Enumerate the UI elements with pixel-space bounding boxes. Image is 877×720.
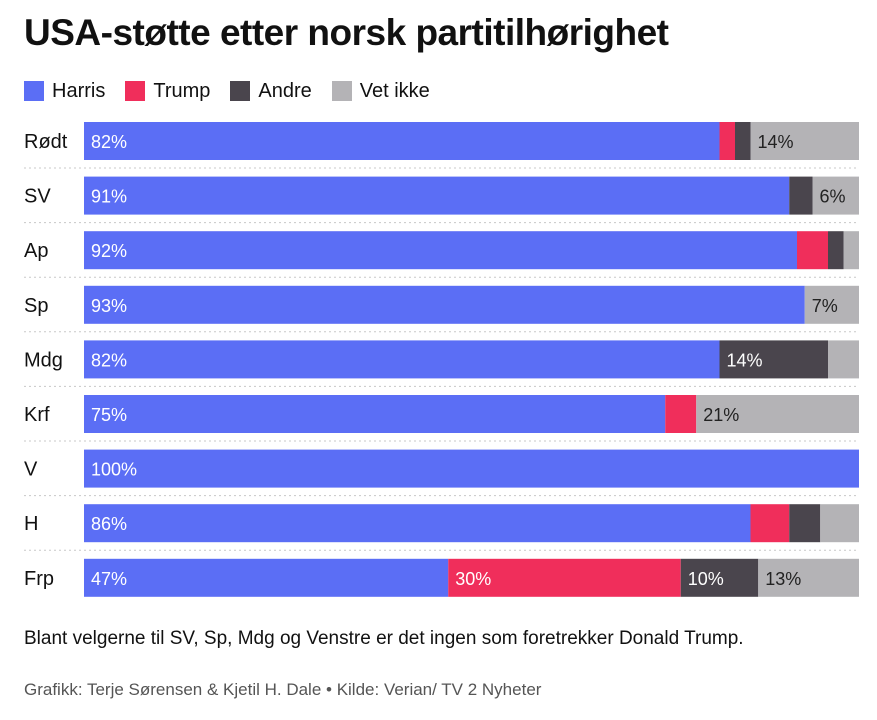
bar-rodt-vet-ikke: [750, 122, 859, 160]
bar-mdg-harris: [84, 340, 720, 379]
data-label-h-harris: 86%: [91, 514, 127, 534]
legend-label-harris: Harris: [52, 79, 106, 102]
category-label-sv: SV: [24, 186, 51, 208]
bar-rodt-trump: [719, 122, 735, 160]
bar-h-vet-ikke: [820, 504, 859, 543]
bar-sv-andre: [789, 176, 813, 215]
legend-item-trump: Trump: [125, 80, 210, 103]
data-label-frp-harris: 47%: [91, 569, 127, 589]
legend-item-vet-ikke: Vet ikke: [331, 79, 430, 103]
bar-h-harris: [84, 504, 751, 543]
bar-mdg-andre: [719, 340, 828, 379]
data-label-v-harris: 100%: [91, 460, 137, 480]
data-label-frp-andre: 10%: [688, 569, 724, 589]
data-label-frp-vet-ikke: 13%: [765, 569, 801, 589]
data-label-mdg-andre: 14%: [727, 350, 763, 370]
data-label-sp-vet-ikke: 7%: [812, 296, 838, 316]
data-label-frp-trump: 30%: [455, 569, 491, 589]
data-label-sv-vet-ikke: 6%: [820, 187, 846, 207]
bar-v-harris: [84, 449, 859, 488]
data-label-rodt-vet-ikke: 14%: [758, 132, 794, 152]
category-label-rodt: Rødt: [24, 131, 68, 153]
bar-rodt-andre: [735, 122, 751, 160]
bar-frp-trump: [448, 558, 681, 597]
bar-ap-trump: [797, 231, 828, 270]
bar-ap-vet-ikke: [843, 231, 859, 270]
bar-krf-trump: [665, 395, 697, 433]
category-label-frp: Frp: [24, 568, 54, 590]
bar-sv-harris: [84, 176, 790, 215]
category-label-h: H: [24, 513, 38, 535]
bar-sv-vet-ikke: [812, 176, 859, 215]
data-label-rodt-harris: 82%: [91, 132, 127, 152]
bar-krf-vet-ikke: [696, 395, 859, 433]
bar-frp-harris: [84, 558, 449, 597]
legend-label-vet-ikke: Vet ikke: [359, 79, 430, 102]
legend-item-harris: Harris: [24, 80, 105, 103]
bar-h-andre: [789, 504, 821, 543]
legend-label-trump: Trump: [153, 79, 211, 102]
category-label-mdg: Mdg: [24, 349, 63, 371]
bar-h-trump: [750, 504, 790, 543]
legend-swatch-trump: [125, 81, 146, 101]
data-label-mdg-harris: 82%: [91, 350, 127, 370]
legend-item-andre: Andre: [230, 79, 312, 103]
chart-note: Blant velgerne til SV, Sp, Mdg og Venstr…: [24, 628, 744, 649]
category-label-krf: Krf: [24, 404, 50, 426]
legend-label-andre: Andre: [258, 79, 312, 102]
legend: Harris Trump Andre Vet ikke: [24, 78, 450, 104]
data-label-sp-harris: 93%: [91, 296, 127, 316]
legend-swatch-harris: [24, 81, 44, 101]
bar-sp-vet-ikke: [804, 285, 859, 324]
bar-rodt-harris: [84, 122, 720, 160]
bar-ap-harris: [84, 231, 797, 270]
bar-frp-andre: [680, 558, 759, 597]
legend-swatch-andre: [230, 81, 251, 101]
bar-krf-harris: [84, 395, 666, 433]
chart-title: USA-støtte etter norsk partitilhørighet: [24, 12, 669, 53]
data-label-krf-harris: 75%: [91, 405, 127, 425]
category-label-ap: Ap: [24, 240, 48, 262]
data-label-ap-harris: 92%: [91, 241, 127, 261]
bar-ap-andre: [828, 231, 844, 270]
bar-mdg-vet-ikke: [828, 340, 859, 379]
category-label-v: V: [24, 459, 38, 481]
data-label-sv-harris: 91%: [91, 187, 127, 207]
chart-source: Grafikk: Terje Sørensen & Kjetil H. Dale…: [24, 680, 542, 699]
bar-frp-vet-ikke: [758, 558, 859, 597]
bar-sp-harris: [84, 285, 805, 324]
data-label-krf-vet-ikke: 21%: [703, 405, 739, 425]
category-label-sp: Sp: [24, 295, 48, 317]
legend-swatch-vet-ikke: [331, 81, 352, 101]
